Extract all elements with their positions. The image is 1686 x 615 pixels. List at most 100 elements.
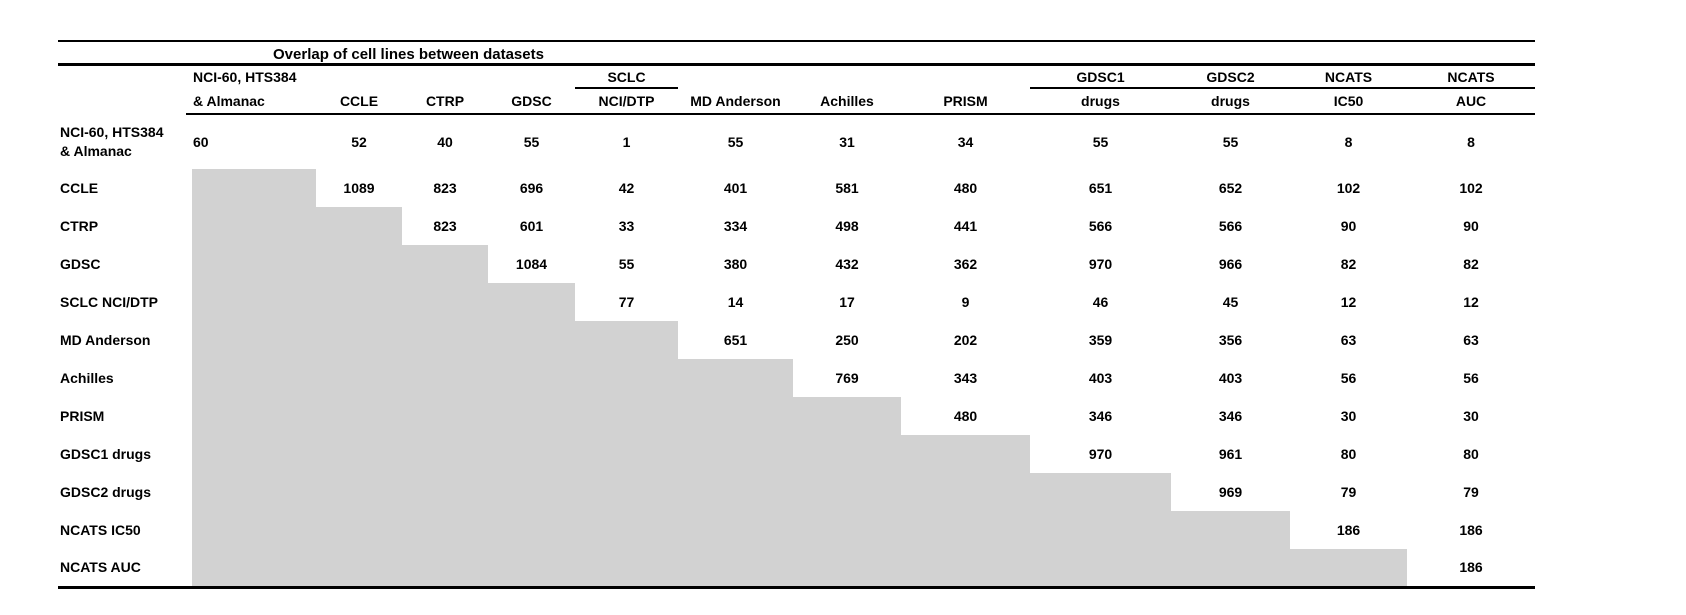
matrix-cell: 769	[835, 370, 859, 386]
shaded-cell	[316, 511, 402, 549]
shaded-cell	[575, 435, 678, 473]
matrix-cell: 90	[1463, 218, 1479, 234]
shaded-cell	[316, 283, 402, 321]
shaded-cell	[402, 397, 488, 435]
shaded-cell	[316, 207, 402, 245]
matrix-cell: 14	[727, 294, 744, 310]
header-row-1: NCI-60, HTS384 SCLC GDSC1 GDSC2 NCATS NCATS	[58, 66, 1535, 89]
table-row: GDSC 1084 55 380 432 362 970 966 82 82	[58, 245, 1535, 283]
shaded-cell	[316, 549, 402, 589]
shaded-cell	[678, 511, 793, 549]
table-row: NCATS IC50 186 186	[58, 511, 1535, 549]
matrix-cell: 401	[723, 180, 748, 196]
column-header-line1	[901, 66, 1030, 88]
shaded-cell	[186, 359, 316, 397]
shaded-cell	[186, 207, 316, 245]
matrix-cell: 362	[953, 256, 978, 272]
matrix-cell: 186	[1407, 549, 1535, 589]
shaded-cell	[793, 435, 901, 473]
shaded-cell	[402, 321, 488, 359]
shaded-cell	[1030, 549, 1171, 589]
shaded-cell	[678, 473, 793, 511]
row-label: SCLC NCI/DTP	[60, 293, 158, 310]
shaded-cell	[575, 473, 678, 511]
shaded-cell	[186, 435, 316, 473]
row-label: PRISM	[60, 407, 105, 424]
shaded-cell	[793, 397, 901, 435]
matrix-cell: 45	[1222, 294, 1239, 310]
column-header-line1	[58, 66, 186, 88]
matrix-cell: 63	[1463, 332, 1479, 348]
shaded-cell	[793, 511, 901, 549]
matrix-cell: 202	[953, 332, 978, 348]
column-header-line2: MD Anderson	[678, 88, 793, 115]
shaded-cell	[575, 359, 678, 397]
shaded-cell	[678, 359, 793, 397]
shaded-cell	[488, 321, 575, 359]
shaded-cell	[1290, 549, 1407, 589]
shaded-cell	[793, 473, 901, 511]
shaded-cell	[575, 321, 678, 359]
matrix-cell: 970	[1088, 256, 1113, 272]
shaded-cell	[678, 549, 793, 589]
matrix-cell: 356	[1218, 332, 1243, 348]
matrix-cell: 250	[835, 332, 859, 348]
column-header-line2: CCLE	[316, 88, 402, 115]
matrix-cell: 334	[723, 218, 748, 234]
matrix-cell: 55	[618, 256, 635, 272]
matrix-cell: 56	[1463, 370, 1479, 386]
matrix-cell: 31	[839, 134, 855, 150]
column-header-line1	[402, 66, 488, 88]
shaded-cell	[186, 397, 316, 435]
matrix-cell: 480	[953, 180, 978, 196]
shaded-cell	[901, 511, 1030, 549]
row-label: NCATS IC50	[60, 521, 141, 538]
matrix-cell: 651	[723, 332, 748, 348]
shaded-cell	[402, 435, 488, 473]
matrix-cell: 33	[618, 218, 635, 234]
column-header-line1	[678, 66, 793, 88]
shaded-cell	[488, 397, 575, 435]
column-header-line2: NCI/DTP	[575, 88, 678, 115]
matrix-cell: 346	[1218, 408, 1243, 424]
table-row: GDSC2 drugs 969 79 79	[58, 473, 1535, 511]
table-row: PRISM 480 346 346 30 30	[58, 397, 1535, 435]
matrix-cell: 566	[1218, 218, 1243, 234]
shaded-cell	[1171, 511, 1290, 549]
matrix-cell: 90	[1340, 218, 1357, 234]
shaded-cell	[316, 435, 402, 473]
column-header-line1: NCATS	[1407, 66, 1535, 89]
shaded-cell	[901, 549, 1030, 589]
column-header-line2: drugs	[1171, 88, 1290, 115]
matrix-cell: 969	[1218, 484, 1243, 500]
column-header-line1: NCI-60, HTS384	[193, 69, 297, 85]
matrix-cell: 651	[1088, 180, 1113, 196]
matrix-cell: 77	[618, 294, 635, 310]
column-header-line2	[58, 88, 186, 114]
shaded-cell	[1030, 511, 1171, 549]
matrix-cell: 34	[957, 134, 974, 150]
row-label: MD Anderson	[60, 331, 151, 348]
column-header-line1: GDSC2	[1171, 66, 1290, 89]
table-row: Achilles 769 343 403 403 56 56	[58, 359, 1535, 397]
shaded-cell	[186, 511, 316, 549]
shaded-cell	[402, 283, 488, 321]
shaded-cell	[402, 473, 488, 511]
column-header-line2: IC50	[1290, 88, 1407, 115]
overlap-table: Overlap of cell lines between datasets N…	[58, 40, 1535, 589]
matrix-cell: 403	[1218, 370, 1243, 386]
shaded-cell	[316, 473, 402, 511]
table-row: MD Anderson 651 250 202 359 356 63 63	[58, 321, 1535, 359]
shaded-cell	[186, 549, 316, 589]
matrix-cell: 55	[1222, 134, 1239, 150]
row-label: CTRP	[60, 217, 99, 234]
matrix-cell: 601	[519, 218, 544, 234]
matrix-cell: 80	[1340, 446, 1357, 462]
matrix-cell: 52	[351, 134, 367, 150]
matrix-cell: 82	[1463, 256, 1479, 272]
table-row: NCATS AUC 186	[58, 549, 1535, 589]
matrix-cell: 823	[433, 218, 457, 234]
matrix-cell: 498	[835, 218, 859, 234]
matrix-cell: 961	[1218, 446, 1243, 462]
